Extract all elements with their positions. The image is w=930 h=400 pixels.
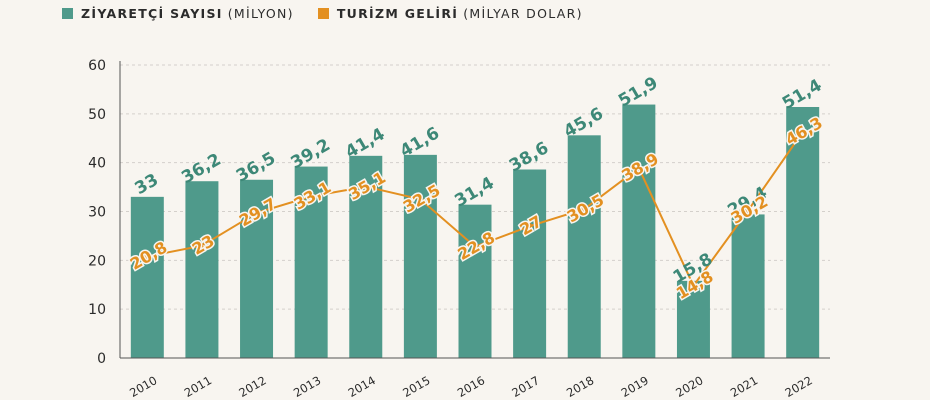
line-point: [308, 193, 315, 200]
chart-legend: ZİYARETÇİ SAYISI (MİLYON) TURİZM GELİRİ …: [62, 6, 607, 21]
y-tick-label: 10: [88, 302, 106, 318]
x-tick-label: 2013: [291, 373, 323, 400]
legend-swatch-visitors: [62, 8, 73, 19]
bar: [622, 104, 656, 359]
x-tick-label: 2015: [400, 373, 432, 400]
bar: [513, 169, 547, 358]
bar: [731, 214, 765, 358]
bar: [403, 154, 437, 358]
y-tick-label: 50: [88, 107, 106, 123]
x-tick-label: 2018: [564, 373, 596, 400]
bar: [130, 196, 164, 358]
line-point: [253, 209, 260, 216]
x-tick-label: 2011: [182, 373, 214, 400]
y-tick-label: 0: [97, 351, 106, 367]
bar-value-label: 33: [132, 170, 163, 199]
x-tick-label: 2019: [619, 373, 651, 400]
x-tick-label: 2012: [236, 373, 268, 400]
y-tick-label: 40: [88, 156, 106, 172]
legend-unit-revenue: (MİLYAR DOLAR): [463, 6, 583, 21]
line-point: [362, 183, 369, 190]
legend-swatch-revenue: [317, 8, 329, 19]
y-tick-label: 60: [88, 58, 106, 74]
line-point: [635, 165, 642, 172]
bar: [676, 280, 710, 358]
x-tick-label: 2021: [728, 373, 760, 400]
y-tick-label: 20: [88, 253, 106, 269]
legend-item-visitors: ZİYARETÇİ SAYISI (MİLYON): [62, 6, 294, 21]
line-point: [526, 223, 533, 230]
legend-item-revenue: TURİZM GELİRİ (MİLYAR DOLAR): [317, 6, 583, 21]
line-point: [690, 282, 697, 289]
line-point: [472, 243, 478, 250]
x-tick-label: 2010: [127, 373, 159, 400]
x-tick-label: 2020: [673, 373, 705, 400]
y-tick-label: 30: [88, 205, 106, 221]
line-point: [799, 128, 806, 135]
legend-label-revenue: TURİZM GELİRİ: [336, 6, 459, 21]
bar: [185, 181, 219, 358]
x-tick-label: 2014: [346, 373, 378, 400]
line-point: [417, 196, 424, 203]
line-point: [144, 253, 151, 260]
x-tick-label: 2016: [455, 373, 487, 400]
line-point: [198, 242, 205, 249]
line-point: [745, 207, 752, 214]
bar: [458, 204, 492, 358]
bar: [567, 135, 601, 358]
legend-unit-visitors: (MİLYON): [227, 6, 294, 21]
x-tick-label: 2022: [783, 373, 815, 400]
line-point: [581, 206, 588, 213]
x-tick-label: 2017: [509, 373, 541, 400]
legend-label-visitors: ZİYARETÇİ SAYISI: [81, 6, 223, 21]
